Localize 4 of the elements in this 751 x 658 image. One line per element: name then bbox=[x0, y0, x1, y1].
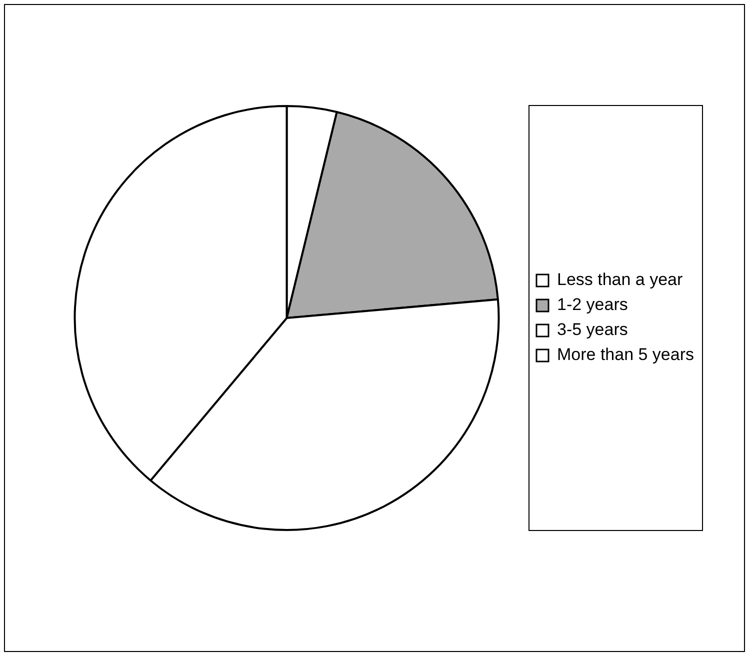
legend-label: 3-5 years bbox=[556, 320, 628, 340]
legend-label: More than 5 years bbox=[556, 345, 694, 364]
legend-label: 1-2 years bbox=[556, 295, 628, 314]
legend-label: Less than a year bbox=[556, 270, 684, 290]
